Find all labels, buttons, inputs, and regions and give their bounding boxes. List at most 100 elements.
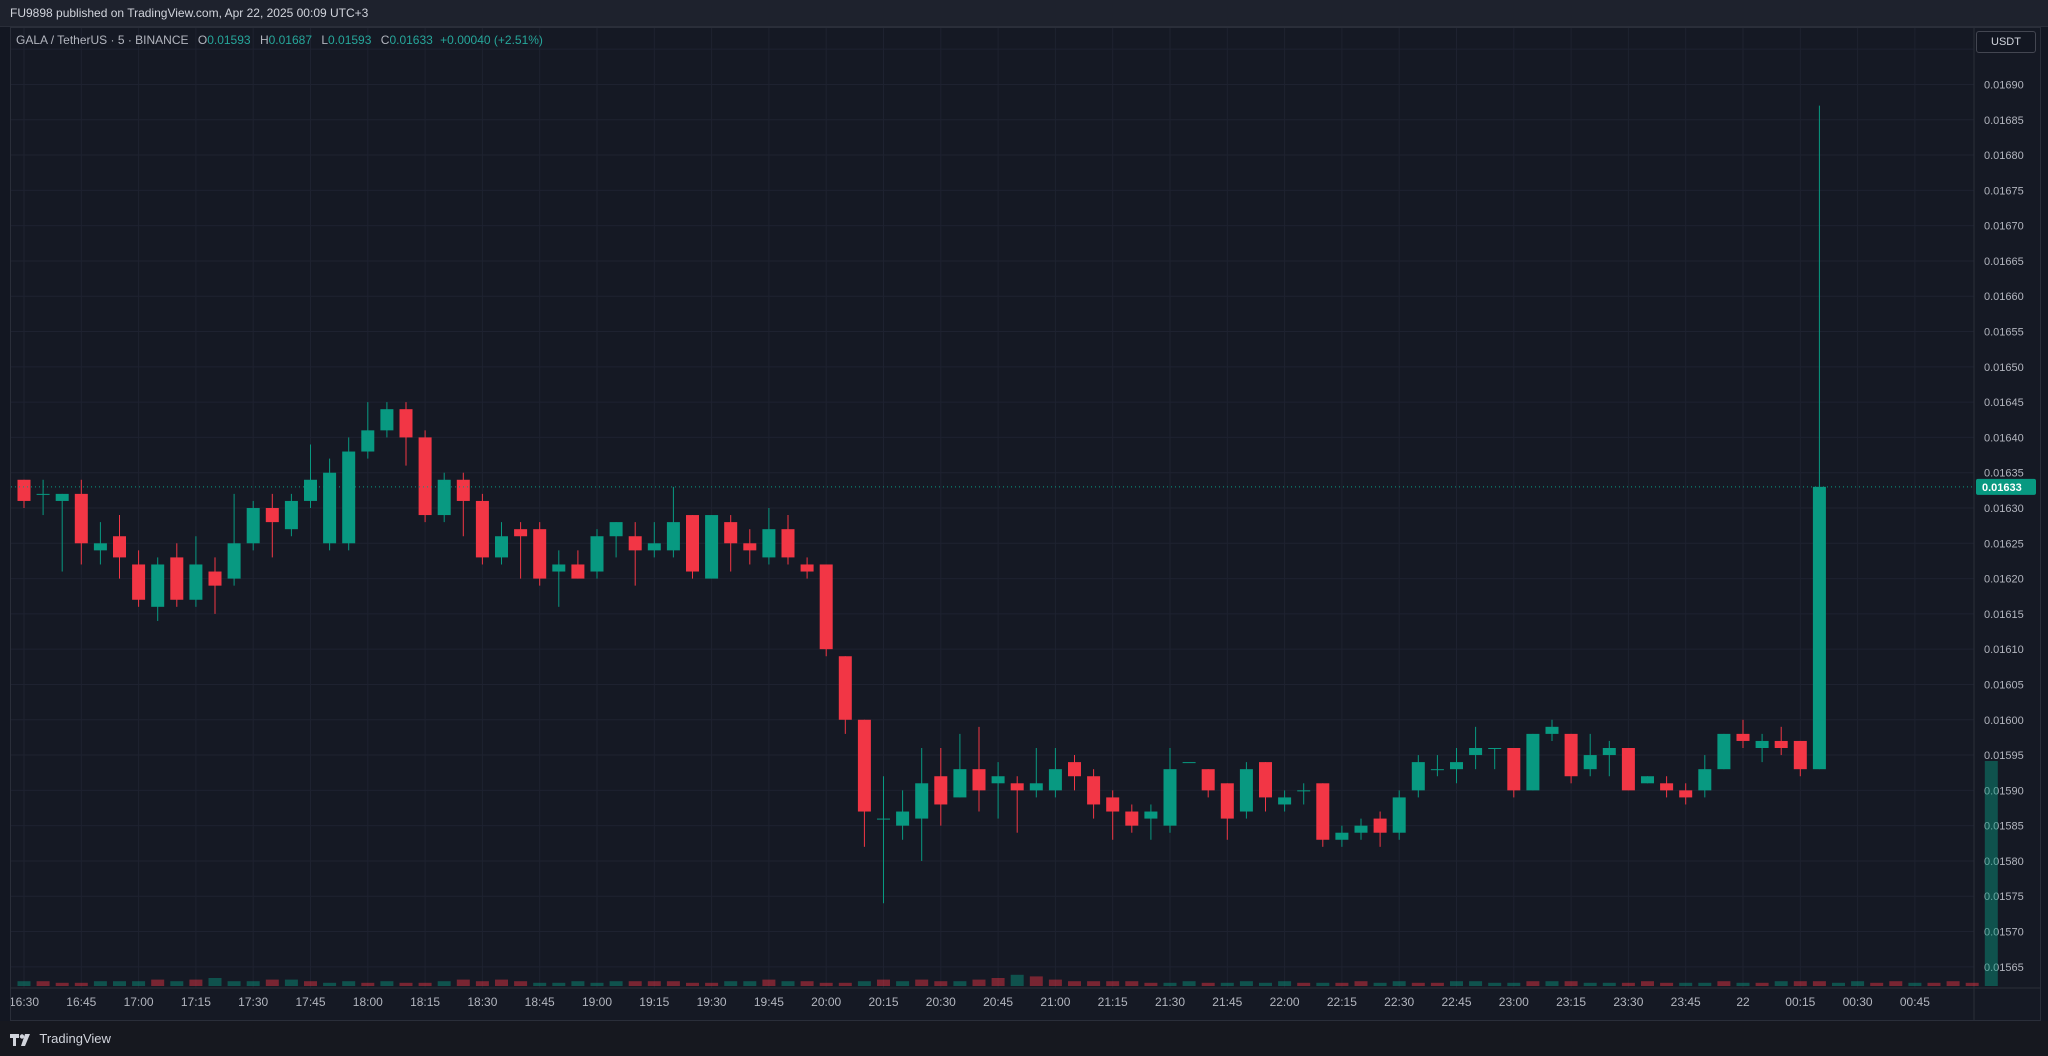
- open-label: O: [197, 33, 208, 47]
- x-tick-label: 22:45: [1441, 995, 1471, 1009]
- volume-bar: [93, 981, 107, 986]
- candle-body: [1087, 776, 1101, 805]
- x-tick-label: 20:45: [983, 995, 1013, 1009]
- volume-bar: [609, 981, 623, 986]
- high-value: 0.01687: [268, 33, 312, 47]
- candle-body: [666, 522, 680, 551]
- x-tick-label: 23:00: [1499, 995, 1529, 1009]
- x-tick-label: 22:15: [1327, 995, 1357, 1009]
- volume-bar: [934, 981, 948, 986]
- candle-body: [227, 543, 241, 579]
- volume-bar: [762, 979, 776, 986]
- y-tick-label: 0.01690: [1984, 79, 2024, 91]
- candle-body: [113, 536, 126, 558]
- last-price-marker: [1976, 478, 2036, 495]
- volume-bar: [1832, 982, 1845, 986]
- volume-bar: [189, 979, 203, 986]
- volume-bar: [304, 981, 317, 986]
- volume-bar: [953, 981, 967, 986]
- candle-body: [1048, 769, 1062, 791]
- volume-bar: [705, 982, 719, 986]
- volume-bar: [1087, 981, 1101, 986]
- chart-pane[interactable]: 0.01565 0.01570 0.01575 0.01580 0.01585 0.015…: [10, 27, 2041, 1021]
- x-tick-label: 21:00: [1040, 995, 1070, 1009]
- candle-body: [418, 437, 432, 516]
- volume-bar: [495, 979, 508, 986]
- volume-bar: [800, 981, 814, 986]
- candle-body: [1526, 733, 1540, 791]
- volume-bar: [437, 981, 451, 986]
- volume-bar: [1201, 982, 1215, 986]
- volume-bar: [1239, 981, 1253, 986]
- volume-bar: [1908, 982, 1922, 986]
- volume-bar: [1259, 982, 1272, 986]
- y-tick-label: 0.01585: [1984, 821, 2024, 833]
- volume-bar: [1526, 981, 1540, 986]
- volume-bar: [1660, 982, 1674, 986]
- candle-body: [1411, 762, 1425, 791]
- y-tick-label: 0.01680: [1984, 150, 2024, 162]
- volume-bar: [666, 981, 680, 986]
- candle-body: [1297, 790, 1311, 792]
- y-tick-label: 0.01630: [1984, 503, 2024, 515]
- candle-body: [915, 783, 929, 819]
- volume-bar: [475, 981, 489, 986]
- last-price-label: 0.01633: [1982, 482, 2022, 494]
- candle-body: [1736, 733, 1750, 741]
- volume-bar: [1220, 982, 1234, 986]
- candle-body: [1163, 769, 1177, 826]
- x-tick-label: 00:30: [1843, 995, 1873, 1009]
- x-tick-label: 23:30: [1613, 995, 1643, 1009]
- symbol-label[interactable]: GALA / TetherUS · 5 · BINANCE: [16, 33, 189, 47]
- volume-bar: [781, 981, 795, 986]
- candle-body: [399, 409, 413, 438]
- volume-bar: [571, 981, 585, 986]
- y-tick-label: 0.01610: [1984, 644, 2024, 656]
- candle-body: [170, 557, 184, 600]
- y-tick-label: 0.01685: [1984, 115, 2024, 127]
- currency-unit-button[interactable]: USDT: [1976, 31, 2036, 53]
- volume-bar: [265, 979, 279, 986]
- candle-body: [132, 564, 146, 600]
- candle-body: [1278, 797, 1292, 805]
- volume-bar: [1125, 981, 1139, 986]
- volume-bar: [1564, 981, 1578, 986]
- candle-body: [857, 719, 871, 812]
- y-tick-label: 0.01645: [1984, 397, 2024, 409]
- candle-body: [265, 508, 279, 523]
- x-tick-label: 00:45: [1900, 995, 1930, 1009]
- x-tick-label: 20:15: [868, 995, 898, 1009]
- volume-bar: [1774, 981, 1788, 986]
- candle-body: [1507, 748, 1521, 791]
- volume-bar: [628, 981, 642, 986]
- tradingview-logo-icon[interactable]: [10, 1033, 32, 1046]
- y-tick-label: 0.01635: [1984, 468, 2024, 480]
- volume-bar: [170, 981, 184, 986]
- candle-body: [1335, 832, 1349, 840]
- volume-bar: [1354, 981, 1368, 986]
- candle-body: [571, 564, 585, 579]
- low-label: L: [321, 33, 329, 47]
- x-tick-label: 00:15: [1785, 995, 1815, 1009]
- y-tick-label: 0.01640: [1984, 432, 2024, 444]
- candlestick-chart[interactable]: 0.01565 0.01570 0.01575 0.01580 0.01585 0.015…: [11, 28, 2040, 1020]
- volume-bar: [1602, 982, 1616, 986]
- volume-bar: [991, 978, 1005, 986]
- candle-body: [151, 564, 165, 607]
- candle-body: [991, 776, 1005, 784]
- candle-body: [838, 656, 852, 720]
- volume-bar: [1583, 982, 1597, 986]
- candle-body: [284, 500, 298, 530]
- candle-body: [1660, 783, 1674, 791]
- volume-bar: [1010, 974, 1024, 986]
- candle-body: [304, 479, 317, 501]
- y-tick-label: 0.01665: [1984, 256, 2024, 268]
- volume-bar: [1297, 982, 1311, 986]
- volume-bar: [1507, 982, 1521, 986]
- candle-body: [743, 543, 757, 551]
- candle-body: [475, 500, 489, 558]
- volume-bar: [647, 981, 661, 986]
- volume-bar: [17, 981, 31, 986]
- candle-body: [781, 529, 795, 558]
- candle-body: [17, 479, 31, 501]
